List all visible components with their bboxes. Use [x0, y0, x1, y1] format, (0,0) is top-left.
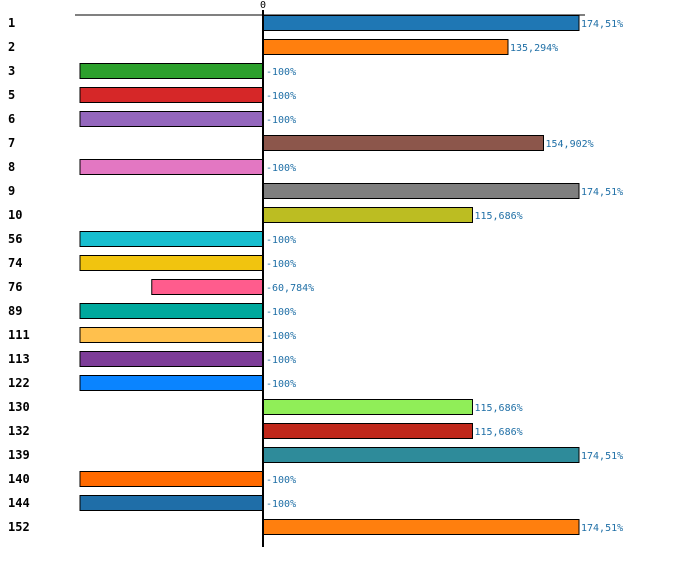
value-label: -100% [266, 163, 296, 174]
bar [79, 327, 264, 343]
category-label: 9 [8, 184, 15, 198]
category-label: 152 [8, 520, 30, 534]
bar [79, 87, 264, 103]
value-label: -100% [266, 331, 296, 342]
category-label: 3 [8, 64, 15, 78]
bar [151, 279, 264, 295]
axis-layer: 0 [75, 0, 585, 547]
value-label: 174,51% [581, 19, 623, 30]
value-label: -100% [266, 115, 296, 126]
value-label: -100% [266, 307, 296, 318]
value-label: -100% [266, 475, 296, 486]
value-label: 154,902% [545, 139, 593, 150]
category-label: 130 [8, 400, 30, 414]
value-label: -100% [266, 235, 296, 246]
value-label: 135,294% [510, 43, 558, 54]
bar [262, 447, 580, 463]
category-label: 2 [8, 40, 15, 54]
value-label: -100% [266, 91, 296, 102]
bar [79, 63, 264, 79]
category-label: 1 [8, 16, 15, 30]
bar [262, 207, 473, 223]
category-label: 122 [8, 376, 30, 390]
labels-layer: 1 174,51% 2 135,294% 3 -100% 5 -100% 6 -100% 7 154,… [8, 16, 623, 534]
bar [79, 255, 264, 271]
bars-layer [79, 15, 580, 535]
category-label: 132 [8, 424, 30, 438]
value-label: 174,51% [581, 523, 623, 534]
category-label: 113 [8, 352, 30, 366]
category-label: 111 [8, 328, 30, 342]
bar [262, 15, 580, 31]
value-label: 115,686% [474, 211, 522, 222]
bar [79, 471, 264, 487]
bar [262, 135, 544, 151]
bar [262, 183, 580, 199]
value-label: 115,686% [474, 427, 522, 438]
value-label: -100% [266, 67, 296, 78]
category-label: 7 [8, 136, 15, 150]
bar [262, 519, 580, 535]
bar [79, 231, 264, 247]
value-label: 174,51% [581, 451, 623, 462]
category-label: 6 [8, 112, 15, 126]
bar [79, 495, 264, 511]
category-label: 140 [8, 472, 30, 486]
bar [262, 423, 473, 439]
bar [79, 159, 264, 175]
bar [262, 399, 473, 415]
bar [79, 111, 264, 127]
value-label: -60,784% [266, 283, 314, 294]
value-label: -100% [266, 499, 296, 510]
value-label: -100% [266, 379, 296, 390]
category-label: 10 [8, 208, 22, 222]
category-label: 5 [8, 88, 15, 102]
zero-tick-label: 0 [260, 0, 266, 11]
category-label: 144 [8, 496, 30, 510]
value-label: -100% [266, 259, 296, 270]
value-label: 115,686% [474, 403, 522, 414]
category-label: 56 [8, 232, 22, 246]
category-label: 76 [8, 280, 22, 294]
category-label: 8 [8, 160, 15, 174]
value-label: -100% [266, 355, 296, 366]
bar [79, 303, 264, 319]
category-label: 74 [8, 256, 22, 270]
category-label: 139 [8, 448, 30, 462]
category-label: 89 [8, 304, 22, 318]
value-label: 174,51% [581, 187, 623, 198]
bar [79, 351, 264, 367]
bar [79, 375, 264, 391]
bar [262, 39, 509, 55]
